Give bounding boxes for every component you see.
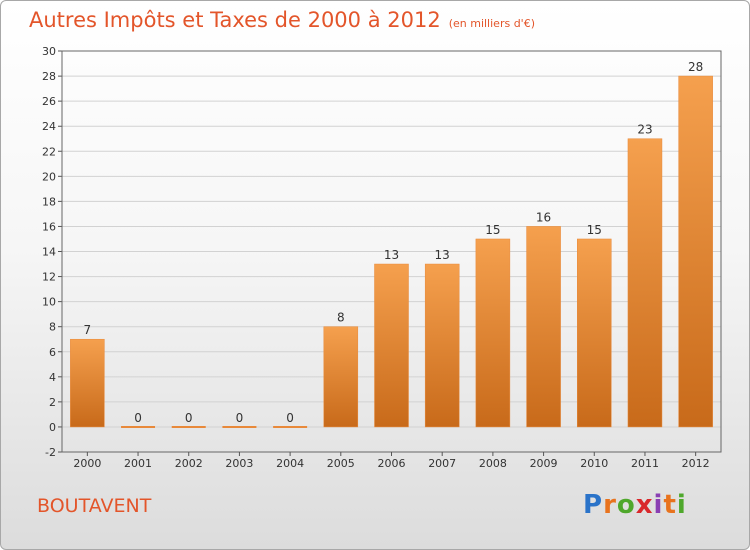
y-tick-label: 10 <box>42 296 56 309</box>
chart-unit-note: (en milliers d'€) <box>448 17 535 30</box>
data-label: 23 <box>637 123 652 137</box>
bar <box>678 75 713 428</box>
data-label: 0 <box>236 411 244 425</box>
logo-letter: r <box>603 490 617 520</box>
x-tick-label: 2000 <box>73 457 101 470</box>
y-tick-label: 2 <box>49 396 56 409</box>
bar <box>627 138 663 428</box>
x-tick-label: 2008 <box>479 457 507 470</box>
data-label: 8 <box>337 311 345 325</box>
logo-letter: i <box>676 490 687 520</box>
bar <box>323 326 359 428</box>
x-tick-label: 2007 <box>428 457 456 470</box>
x-tick-label: 2009 <box>530 457 558 470</box>
x-tick-label: 2011 <box>631 457 659 470</box>
data-label: 16 <box>536 210 551 224</box>
y-tick-label: 6 <box>49 346 56 359</box>
y-tick-label: 4 <box>49 371 56 384</box>
y-tick-label: 30 <box>42 45 56 58</box>
data-label: 13 <box>384 248 399 262</box>
x-tick-label: 2004 <box>276 457 304 470</box>
bar <box>526 226 561 428</box>
chart-title: Autres Impôts et Taxes de 2000 à 2012 (en… <box>29 8 535 32</box>
proxiti-logo: Proxiti <box>583 490 687 520</box>
bar <box>475 238 511 428</box>
y-tick-label: 12 <box>42 271 56 284</box>
y-tick-label: -2 <box>45 446 56 459</box>
x-tick-label: 2001 <box>124 457 152 470</box>
x-tick-label: 2010 <box>580 457 608 470</box>
y-tick-label: 28 <box>42 70 56 83</box>
x-tick-label: 2003 <box>225 457 253 470</box>
data-label: 0 <box>185 411 193 425</box>
x-tick-label: 2005 <box>327 457 355 470</box>
y-tick-label: 26 <box>42 95 56 108</box>
y-tick-label: 20 <box>42 170 56 183</box>
data-label: 28 <box>688 60 703 74</box>
y-tick-label: 18 <box>42 195 56 208</box>
data-label: 7 <box>84 323 92 337</box>
logo-letter: t <box>663 490 677 520</box>
place-name: BOUTAVENT <box>37 495 152 517</box>
logo-letter: P <box>583 490 604 520</box>
y-tick-label: 14 <box>42 246 56 259</box>
bar <box>374 263 409 428</box>
data-label: 0 <box>134 411 142 425</box>
x-tick-label: 2006 <box>378 457 406 470</box>
data-label: 15 <box>485 223 500 237</box>
bar <box>70 338 105 428</box>
y-tick-label: 22 <box>42 145 56 158</box>
chart-title-text: Autres Impôts et Taxes de 2000 à 2012 <box>29 8 441 32</box>
y-tick-label: 24 <box>42 120 56 133</box>
y-tick-label: 0 <box>49 421 56 434</box>
bar <box>577 238 612 428</box>
x-tick-label: 2012 <box>682 457 710 470</box>
y-tick-label: 8 <box>49 321 56 334</box>
bar <box>424 263 460 428</box>
data-label: 15 <box>587 223 602 237</box>
y-tick-label: 16 <box>42 220 56 233</box>
x-tick-label: 2002 <box>175 457 203 470</box>
logo-letter: o <box>616 490 636 520</box>
logo-letter: x <box>635 490 654 520</box>
data-label: 0 <box>286 411 294 425</box>
logo-letter: i <box>653 490 664 520</box>
data-label: 13 <box>435 248 450 262</box>
